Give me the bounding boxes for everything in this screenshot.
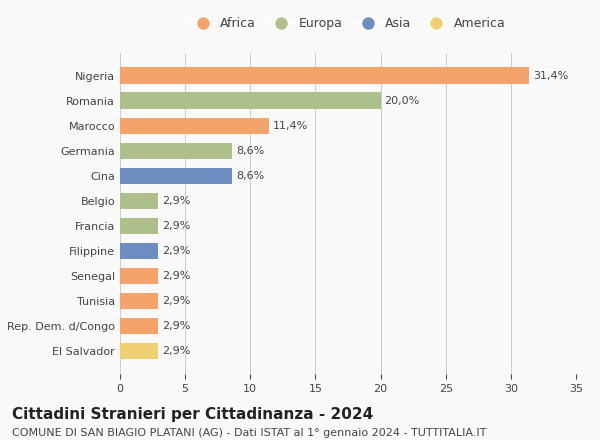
Text: 31,4%: 31,4% [533, 70, 568, 81]
Text: 8,6%: 8,6% [236, 146, 264, 156]
Text: 2,9%: 2,9% [161, 296, 190, 306]
Bar [120, 318, 158, 334]
Text: 11,4%: 11,4% [272, 121, 308, 131]
Text: 8,6%: 8,6% [236, 171, 264, 181]
Bar [120, 92, 380, 109]
Text: 20,0%: 20,0% [385, 95, 420, 106]
Bar [120, 293, 158, 309]
Text: 2,9%: 2,9% [161, 221, 190, 231]
Bar [120, 268, 158, 284]
Bar [120, 193, 158, 209]
Bar [120, 117, 269, 134]
Bar [120, 218, 158, 234]
Bar [120, 143, 232, 159]
Bar [120, 168, 232, 184]
Bar [120, 343, 158, 359]
Text: 2,9%: 2,9% [161, 271, 190, 281]
Text: COMUNE DI SAN BIAGIO PLATANI (AG) - Dati ISTAT al 1° gennaio 2024 - TUTTITALIA.I: COMUNE DI SAN BIAGIO PLATANI (AG) - Dati… [12, 428, 487, 438]
Legend: Africa, Europa, Asia, America: Africa, Europa, Asia, America [190, 17, 506, 30]
Text: Cittadini Stranieri per Cittadinanza - 2024: Cittadini Stranieri per Cittadinanza - 2… [12, 407, 373, 422]
Text: 2,9%: 2,9% [161, 321, 190, 331]
Text: 2,9%: 2,9% [161, 196, 190, 206]
Text: 2,9%: 2,9% [161, 246, 190, 256]
Text: 2,9%: 2,9% [161, 346, 190, 356]
Bar [120, 67, 529, 84]
Bar [120, 243, 158, 259]
